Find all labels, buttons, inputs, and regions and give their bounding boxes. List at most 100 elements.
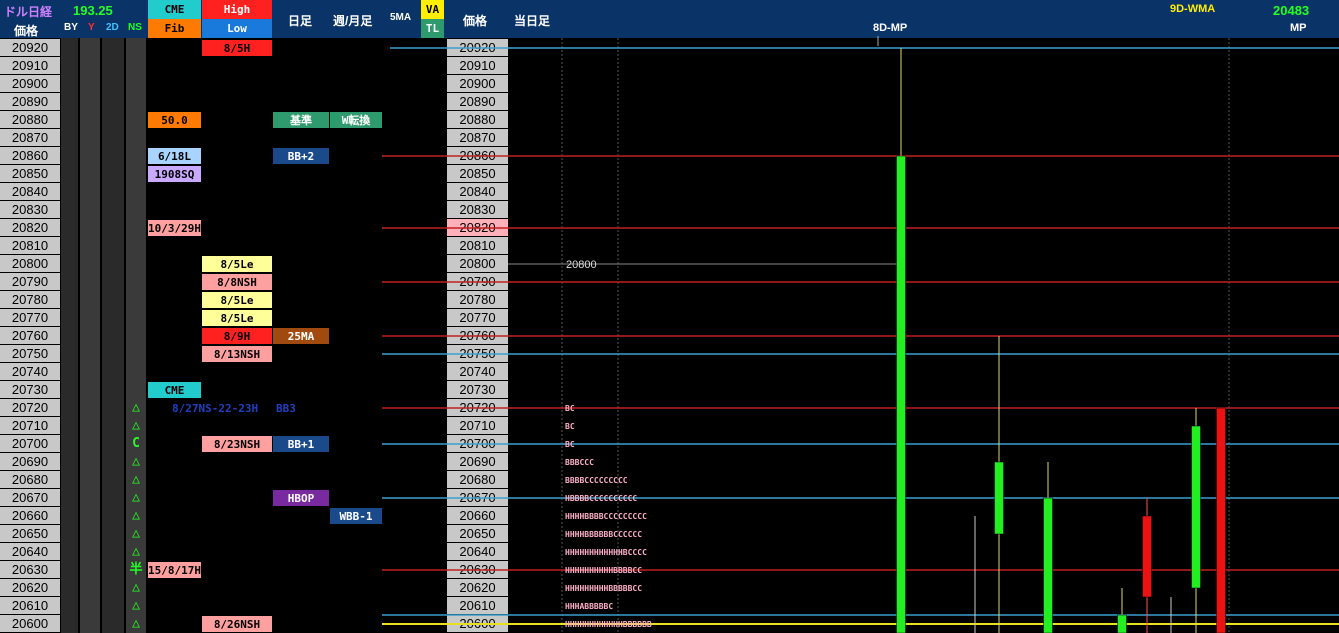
price-right: 20900: [447, 75, 508, 92]
col-by-strip: [61, 38, 78, 633]
cme-fib-label: 10/3/29H: [148, 220, 201, 236]
price-left: 20630: [0, 561, 60, 578]
price-left: 20850: [0, 165, 60, 182]
price-left: 20730: [0, 381, 60, 398]
price-right: 20660: [447, 507, 508, 524]
cme-header: [148, 0, 201, 19]
profile-row: HHHHBBBBBBCCCCCC: [565, 530, 642, 539]
price-left: 20720: [0, 399, 60, 416]
price-right: 20790: [447, 273, 508, 290]
price-left: 20880: [0, 111, 60, 128]
daily-label: 25MA: [273, 328, 329, 344]
tl-header-label: TL: [425, 22, 440, 35]
wma-label: 9D-WMA: [1170, 3, 1216, 15]
price-right: 20770: [447, 309, 508, 326]
price-right: 20700: [447, 435, 508, 452]
daily-label: BB+1: [273, 436, 329, 452]
price-right: 20850: [447, 165, 508, 182]
cme-header-label: CME: [164, 3, 185, 16]
va-header-label: VA: [425, 3, 440, 16]
price-left: 20670: [0, 489, 60, 506]
price-right: 20720: [447, 399, 508, 416]
low-header-label: Low: [227, 22, 247, 35]
price-left: 20640: [0, 543, 60, 560]
profile-row: HHHHHHHHHHHHBCCCC: [565, 548, 647, 557]
price-right: 20860: [447, 147, 508, 164]
price-right: 20630: [447, 561, 508, 578]
today-header: 当日足: [514, 14, 551, 28]
va-header: [421, 0, 444, 19]
overflow-label: 8/27NS-22-23H: [172, 402, 259, 415]
ns-mark: △: [132, 508, 140, 523]
ns-mark: △: [132, 598, 140, 613]
daily-label: BB+2: [273, 148, 329, 164]
wma-value: 20483: [1273, 3, 1310, 18]
price-left: 20810: [0, 237, 60, 254]
profile-row: HHHHBBBBCCCCCCCCC: [565, 512, 647, 521]
price-left: 20830: [0, 201, 60, 218]
profile-row: BC: [565, 440, 575, 449]
header-price-label: 価格: [14, 24, 39, 38]
price-right: 20600: [447, 615, 508, 632]
profile-row: BBBBCCCCCCCCC: [565, 476, 628, 485]
high-low-label: 8/23NSH: [202, 436, 272, 452]
price-left: 20710: [0, 417, 60, 434]
price-right: 20920: [447, 39, 508, 56]
high-low-label: 8/5Le: [202, 256, 272, 272]
price-left: 20650: [0, 525, 60, 542]
price-left: 20700: [0, 435, 60, 452]
col-2d-label: 2D: [106, 22, 119, 33]
col-ns-label: NS: [128, 22, 142, 33]
candle-body: [1142, 515, 1152, 598]
annotation-label: 20800: [566, 259, 597, 271]
price-right: 20730: [447, 381, 508, 398]
fib-header: [148, 19, 201, 38]
ma5-header: 5MA: [390, 12, 412, 23]
price-left: 20620: [0, 579, 60, 596]
price-right: 20610: [447, 597, 508, 614]
price-right: 20830: [447, 201, 508, 218]
tl-header: [421, 19, 444, 38]
ns-mark: △: [132, 580, 140, 595]
price-right: 20880: [447, 111, 508, 128]
ns-mark: △: [132, 490, 140, 505]
price-left: 20660: [0, 507, 60, 524]
cme-fib-label: 6/18L: [148, 148, 201, 164]
mp8d-label: 8D-MP: [873, 22, 908, 34]
profile-row: HBBBBCCCCCCCCCC: [565, 494, 637, 503]
col-2d-strip: [102, 38, 124, 633]
profile-row: HHHHHHHHHHBBBBCC: [565, 566, 642, 575]
header-left-block: [0, 0, 60, 38]
price-right: 20670: [447, 489, 508, 506]
high-header-label: High: [223, 3, 251, 16]
price-right: 20870: [447, 129, 508, 146]
cme-fib-label: 15/8/17H: [148, 562, 201, 578]
overflow-label-2: BB3: [276, 402, 296, 415]
price-left: 20890: [0, 93, 60, 110]
price-right: 20650: [447, 525, 508, 542]
price-left: 20820: [0, 219, 60, 236]
price-right: 20780: [447, 291, 508, 308]
price-left: 20740: [0, 363, 60, 380]
price-right: 20620: [447, 579, 508, 596]
high-low-label: 8/9H: [202, 328, 272, 344]
high-low-label: 8/8NSH: [202, 274, 272, 290]
price-left: 20780: [0, 291, 60, 308]
cme-fib-label: CME: [148, 382, 201, 398]
profile-row: HHHABBBBBC: [565, 602, 613, 611]
price-left: 20800: [0, 255, 60, 272]
candle-body: [896, 155, 906, 633]
candle-body: [1117, 614, 1127, 633]
price-right: 20840: [447, 183, 508, 200]
weekly-label: W転換: [330, 112, 382, 128]
price-left: 20610: [0, 597, 60, 614]
ns-mark: △: [132, 400, 140, 415]
price-right: 20890: [447, 93, 508, 110]
daily-label: 基準: [273, 112, 329, 128]
price-header-right: 価格: [463, 14, 488, 28]
candle-body: [1216, 407, 1226, 633]
col-y-strip: [80, 38, 100, 633]
candle-body: [1191, 425, 1201, 589]
profile-row: HHHHHHHHHBBBBBCC: [565, 584, 642, 593]
